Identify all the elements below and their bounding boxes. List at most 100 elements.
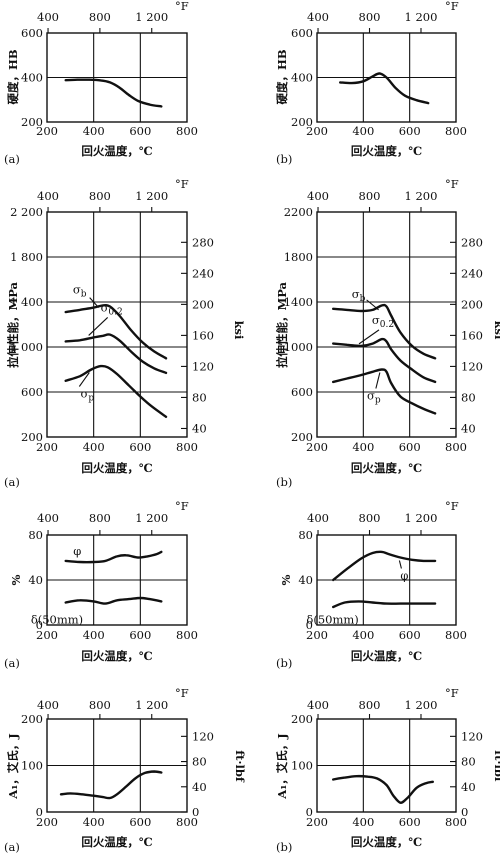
right-tick-label: 120 (192, 359, 214, 373)
right-axis-label: ft·lbf (233, 750, 247, 783)
y-tick-label: 100 (21, 759, 43, 773)
top-tick-label: 1 200 (135, 189, 168, 203)
y-tick-label: 0 (306, 805, 313, 819)
series-line-3 (332, 368, 437, 415)
x-tick-label: 600 (399, 124, 421, 138)
x-axis-label: 回火温度，℃ (81, 144, 152, 158)
x-tick-label: 600 (399, 440, 421, 454)
y-tick-label: 600 (21, 26, 43, 40)
series-leader (88, 317, 109, 336)
top-tick-label: 800 (89, 698, 111, 712)
x-tick-label: 600 (129, 815, 151, 829)
right-tick-label: 240 (461, 266, 483, 280)
top-axis-unit: °F (175, 499, 189, 513)
y-axis-label: A₁，艾氏，J (6, 733, 20, 799)
top-tick-label: 800 (89, 10, 111, 24)
y-tick-label: 40 (28, 573, 43, 587)
right-axis-label: ksi (492, 321, 500, 340)
x-tick-label: 200 (306, 628, 328, 642)
series-label: σb (73, 283, 87, 300)
top-axis-unit: °F (175, 177, 189, 191)
top-tick-label: 400 (307, 698, 329, 712)
x-tick-label: 800 (445, 124, 467, 138)
right-tick-label: 160 (461, 328, 483, 342)
series-line-1 (64, 550, 163, 564)
plot-frame (46, 211, 188, 438)
y-axis-label: 拉伸性能，MPa (275, 281, 289, 368)
top-tick-label: 1 200 (135, 511, 168, 525)
panel-label: (a) (4, 656, 20, 670)
y-tick-label: 0 (306, 618, 313, 632)
y-tick-label: 600 (291, 385, 313, 399)
x-tick-label: 200 (36, 124, 58, 138)
panel-label: (a) (4, 475, 20, 489)
right-axis-label: ft·lbf (492, 750, 500, 783)
top-tick-label: 1 200 (405, 511, 438, 525)
x-axis-label: 回火温度，℃ (351, 835, 422, 849)
right-tick-label: 200 (461, 297, 483, 311)
series-leader (89, 297, 100, 308)
right-tick-label: 240 (192, 266, 214, 280)
x-tick-label: 200 (36, 440, 58, 454)
top-axis-unit: °F (175, 686, 189, 700)
panel-label: (b) (276, 840, 292, 854)
series-label: φ (400, 569, 408, 583)
top-tick-label: 800 (89, 189, 111, 203)
series-label: δ(50mm) (31, 612, 83, 626)
x-axis-label: 回火温度，℃ (81, 461, 152, 475)
y-tick-label: 40 (298, 573, 313, 587)
right-tick-label: 160 (192, 328, 214, 342)
x-axis-label: 回火温度，℃ (81, 835, 152, 849)
right-tick-label: 120 (192, 729, 214, 743)
x-tick-label: 200 (306, 124, 328, 138)
top-tick-label: 400 (37, 698, 59, 712)
right-tick-label: 0 (192, 805, 199, 819)
y-tick-label: 400 (21, 71, 43, 85)
x-axis-label: 回火温度，℃ (351, 461, 422, 475)
series-line-1 (332, 550, 437, 582)
y-axis-label: % (279, 574, 293, 585)
right-axis-label: ksi (232, 321, 246, 340)
top-tick-label: 800 (359, 10, 381, 24)
series-label: φ (73, 544, 81, 558)
x-tick-label: 400 (83, 440, 105, 454)
chart-panel-6: 200 400 600 800 0 40 80 400 800 1 200 °F 回火温度，℃% (b)… (276, 499, 467, 670)
x-tick-label: 400 (352, 124, 374, 138)
panel-label: (b) (276, 152, 292, 166)
series-line-3 (64, 364, 168, 418)
right-tick-label: 120 (461, 359, 483, 373)
top-axis-unit: °F (445, 0, 459, 13)
series-label: σp (367, 389, 381, 406)
x-tick-label: 400 (83, 815, 105, 829)
chart-panel-2: 200 400 600 800 200 400 600 400 800 1 200 °F 回火温度，℃… (275, 0, 467, 166)
series-label: σ0.2 (101, 300, 123, 317)
y-tick-label: 1 000 (10, 340, 43, 354)
x-tick-label: 600 (129, 124, 151, 138)
x-tick-label: 800 (176, 628, 198, 642)
panel-label: (b) (276, 475, 292, 489)
right-tick-label: 80 (192, 755, 207, 769)
series-line-2 (332, 337, 437, 384)
series-line-2 (332, 600, 437, 609)
y-tick-label: 200 (291, 115, 313, 129)
top-tick-label: 800 (359, 189, 381, 203)
x-axis-label: 回火温度，℃ (351, 649, 422, 663)
top-tick-label: 800 (359, 698, 381, 712)
right-tick-label: 200 (192, 297, 214, 311)
series-line-1 (64, 78, 163, 108)
y-axis-label: A₁，艾氏，J (275, 733, 289, 799)
series-leader (398, 560, 402, 569)
top-tick-label: 400 (307, 189, 329, 203)
y-tick-label: 1400 (284, 295, 313, 309)
top-tick-label: 1 200 (405, 698, 438, 712)
y-tick-label: 0 (36, 805, 43, 819)
top-tick-label: 400 (307, 10, 329, 24)
plot-frame (316, 211, 457, 438)
series-line-2 (64, 596, 163, 605)
series-line-1 (64, 304, 168, 360)
y-tick-label: 1 800 (10, 250, 43, 264)
panel-label: (b) (276, 656, 292, 670)
top-tick-label: 400 (37, 10, 59, 24)
top-tick-label: 1 200 (135, 10, 168, 24)
x-tick-label: 800 (445, 815, 467, 829)
